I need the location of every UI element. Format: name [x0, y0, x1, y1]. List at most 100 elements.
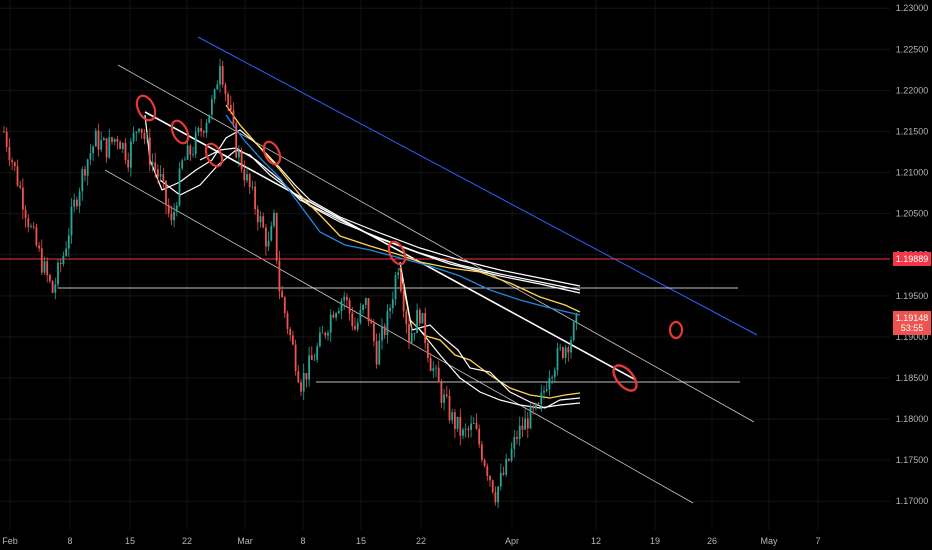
candle-body — [529, 405, 532, 429]
candle-body — [483, 460, 486, 467]
candle-body — [370, 321, 373, 324]
candle-body — [481, 444, 483, 461]
candle-body — [324, 332, 327, 336]
candle-body — [219, 66, 221, 85]
candle-body — [184, 159, 186, 161]
candle-body — [475, 422, 478, 429]
candle-body — [489, 476, 491, 481]
marker-ellipse — [612, 364, 638, 392]
time-axis[interactable]: Feb 8 15 22 Mar 8 15 22 Apr 12 19 26 May 7 — [2, 536, 820, 546]
candle-body — [383, 326, 386, 335]
candle-body — [248, 174, 251, 188]
candle-body — [356, 322, 359, 330]
price-tick-label: 1.23000 — [896, 3, 929, 13]
candle-body — [73, 199, 76, 207]
price-tick-label: 1.20500 — [896, 209, 929, 219]
candle-body — [30, 226, 32, 227]
candle-body — [319, 332, 321, 347]
candle-body — [270, 225, 273, 241]
candle-body — [508, 458, 510, 461]
candle-body — [551, 377, 553, 379]
candle-body — [57, 262, 59, 285]
candle-body — [413, 333, 416, 334]
candle-body — [286, 313, 289, 329]
candle-body — [86, 159, 89, 176]
candle-body — [240, 150, 243, 170]
time-tick-label: 22 — [182, 536, 192, 546]
candle-body — [405, 311, 408, 325]
candle-body — [22, 187, 24, 210]
level-badge: 1.19889 — [893, 252, 931, 266]
candle-body — [211, 99, 213, 115]
candle-body — [362, 304, 364, 310]
candle-body — [200, 127, 202, 132]
candle-body — [354, 326, 356, 330]
candle-body — [119, 141, 121, 150]
candle-body — [510, 448, 513, 461]
candle-body — [292, 335, 294, 345]
candle-body — [170, 213, 173, 221]
time-tick-label: 8 — [300, 536, 305, 546]
candle-body — [310, 355, 313, 360]
candle-body — [521, 425, 524, 430]
candle-body — [348, 300, 351, 314]
candle-body — [232, 110, 235, 124]
candle-body — [76, 199, 78, 207]
price-tick-label: 1.18000 — [896, 414, 929, 424]
candle-body — [138, 128, 140, 132]
candle-body — [254, 186, 256, 210]
candle-body — [78, 191, 81, 207]
candle-body — [300, 382, 302, 392]
candle-body — [351, 313, 354, 327]
candle-body — [346, 296, 348, 301]
price-tick-label: 1.18500 — [896, 373, 929, 383]
time-tick-label: 22 — [416, 536, 426, 546]
candle-body — [570, 340, 572, 353]
ma-white-5 — [419, 329, 581, 409]
candle-body — [165, 180, 167, 205]
level-badge-text: 1.19889 — [896, 254, 929, 264]
candle-body — [454, 412, 456, 429]
candle-body — [535, 403, 537, 409]
candle-body — [381, 326, 383, 341]
candle-body — [464, 428, 467, 430]
candle-body — [294, 344, 297, 371]
candle-body — [437, 367, 440, 383]
countdown-text: 53:55 — [901, 323, 924, 333]
candle-body — [327, 332, 329, 336]
candle-body — [308, 355, 310, 380]
candle-body — [8, 146, 11, 161]
channel-blue-upper — [197, 36, 758, 336]
candle-body — [43, 261, 46, 273]
candle-body — [205, 122, 208, 133]
candle-body — [19, 185, 22, 188]
candle-body — [486, 466, 489, 477]
time-tick-label: Feb — [2, 536, 18, 546]
candle-body — [283, 297, 286, 314]
candle-body — [148, 137, 151, 165]
candle-body — [157, 169, 159, 177]
candle-body — [5, 131, 8, 147]
candle-body — [265, 227, 267, 247]
candle-body — [143, 132, 146, 140]
candle-body — [273, 212, 275, 226]
candle-body — [197, 127, 200, 133]
candle-body — [281, 291, 283, 298]
candle-body — [113, 138, 116, 142]
candle-body — [316, 346, 319, 360]
candle-body — [235, 123, 238, 158]
ma-blue-1 — [225, 114, 581, 316]
candle-body — [516, 437, 518, 439]
candle-body — [167, 204, 170, 214]
candle-body — [553, 370, 556, 378]
candle-body — [494, 492, 497, 503]
candle-body — [478, 428, 481, 445]
candle-body — [435, 367, 437, 369]
time-tick-label: Mar — [237, 536, 253, 546]
candle-body — [238, 150, 240, 158]
highlight-markers — [135, 94, 684, 392]
candle-body — [562, 347, 564, 358]
candle-body — [335, 313, 337, 318]
